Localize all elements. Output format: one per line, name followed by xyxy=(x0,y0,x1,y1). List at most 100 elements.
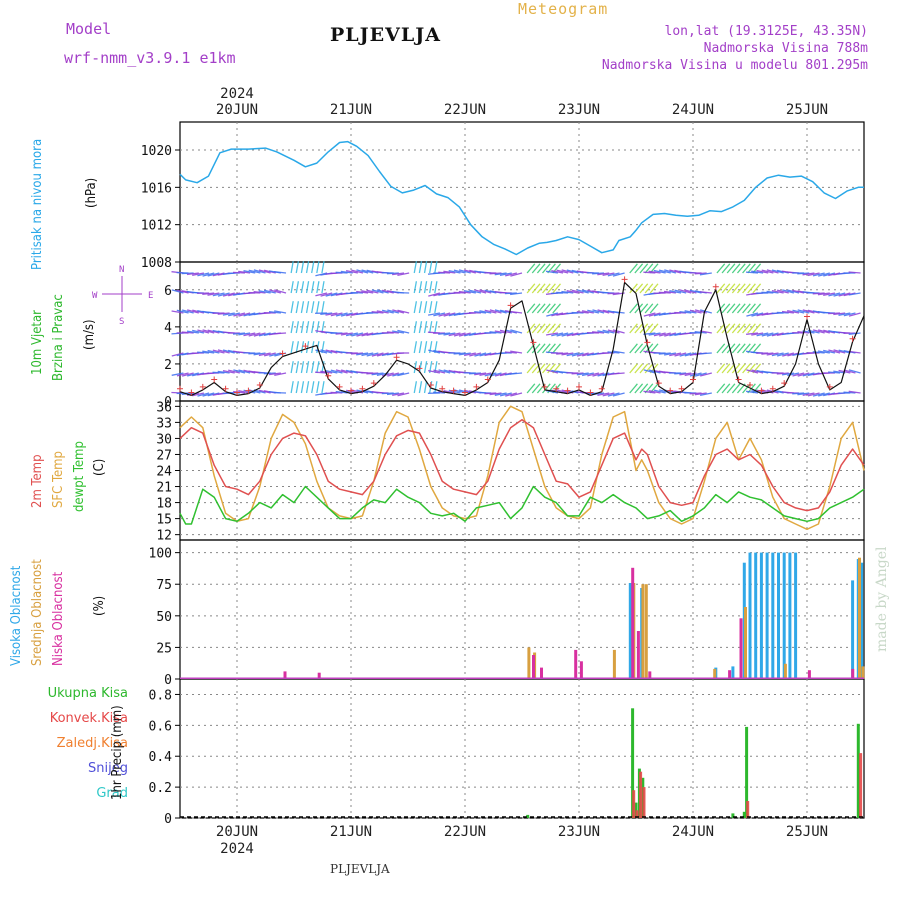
wind-arrow xyxy=(526,263,536,274)
wind-arrow xyxy=(202,292,215,296)
wind-arrow xyxy=(371,289,384,294)
temp-ytick-label: 12 xyxy=(156,529,172,544)
wind-arrow xyxy=(761,269,774,274)
wind-gust-marker xyxy=(849,335,856,342)
wind-arrow xyxy=(684,310,697,314)
wind-arrow xyxy=(479,310,492,314)
wind-arrow xyxy=(433,391,446,394)
wind-arrow xyxy=(751,270,764,274)
wind-gust-marker xyxy=(644,339,651,346)
wind-arrow xyxy=(448,269,461,274)
wind-arrow xyxy=(311,321,315,334)
wind-arrow xyxy=(356,352,369,356)
wind-arrow xyxy=(443,369,456,374)
wind-arrow xyxy=(751,312,764,317)
wind-arrow xyxy=(542,283,551,294)
wind-arrow xyxy=(376,289,389,294)
wind-arrow xyxy=(629,263,638,274)
wind-arrow xyxy=(258,352,271,357)
wind-arrow xyxy=(658,352,671,355)
wind-arrow xyxy=(644,263,654,274)
wind-arrow xyxy=(612,272,625,277)
wind-arrow xyxy=(828,292,841,297)
wind-arrow xyxy=(761,332,774,337)
temp-ytick-label: 30 xyxy=(156,432,172,447)
wind-arrow xyxy=(243,332,256,337)
wind-arrow xyxy=(556,332,569,337)
wind-arrow xyxy=(316,281,320,294)
wind-arrow xyxy=(576,310,589,314)
wind-arrow xyxy=(817,350,830,354)
wind-arrow xyxy=(197,329,210,334)
wind-arrow xyxy=(823,292,836,297)
wind-arrow xyxy=(747,303,756,314)
wind-gust-marker xyxy=(598,385,605,392)
wind-arrow xyxy=(771,269,784,274)
low-cloud-bar xyxy=(851,668,855,679)
wind-arrow xyxy=(716,323,726,334)
wind-arrow xyxy=(797,309,810,314)
wind-gust-marker xyxy=(530,339,537,346)
wind-arrow xyxy=(781,310,794,314)
wind-arrow xyxy=(238,332,251,336)
wind-arrow xyxy=(504,292,517,295)
mid-cloud-bar xyxy=(744,607,747,679)
wind-arrow xyxy=(818,272,830,277)
wind-arrow xyxy=(531,343,541,354)
wind-arrow xyxy=(427,312,441,316)
wind-arrow xyxy=(833,370,846,374)
wind-arrow xyxy=(448,332,461,337)
wind-arrow xyxy=(233,369,246,374)
wind-arrow xyxy=(397,329,410,334)
wind-arrow xyxy=(828,371,841,374)
wind-arrow xyxy=(716,343,726,354)
wind-arrow xyxy=(330,369,343,374)
wind-gust-marker xyxy=(348,387,354,394)
wind-arrow xyxy=(305,301,310,314)
wind-arrow xyxy=(197,351,210,354)
wind-arrow xyxy=(576,352,589,357)
wind-arrow xyxy=(392,372,405,377)
wind-arrow xyxy=(429,281,433,294)
wind-arrow xyxy=(776,311,789,314)
conv-precip-bar xyxy=(746,801,750,818)
wind-arrow xyxy=(423,341,428,354)
wind-arrow xyxy=(833,292,846,297)
wind-arrow xyxy=(243,270,256,274)
bottom-date-label: 25JUN xyxy=(786,824,828,840)
wind-arrow xyxy=(295,261,300,274)
wind-arrow xyxy=(716,363,726,374)
wind-arrow xyxy=(648,270,661,274)
wind-arrow xyxy=(531,303,541,314)
high-cloud-bar xyxy=(788,552,792,679)
wind-arrow xyxy=(848,350,861,354)
wind-arrow xyxy=(571,289,584,294)
wind-arrow xyxy=(669,269,682,274)
wind-arrow xyxy=(546,312,559,317)
mid-cloud-bar xyxy=(858,557,861,679)
wind-arrow xyxy=(747,323,756,334)
wind-arrow xyxy=(612,392,625,397)
wind-arrow xyxy=(551,332,564,337)
high-cloud-bar xyxy=(771,552,775,679)
cloud-ytick-label: 75 xyxy=(156,578,172,593)
wind-gust-marker xyxy=(416,365,423,372)
low-cloud-bar xyxy=(807,670,811,679)
wind-gust-marker xyxy=(507,302,514,309)
wind-arrow xyxy=(325,369,338,374)
wind-gust-marker xyxy=(484,376,491,383)
wind-arrow xyxy=(721,383,731,394)
wind-arrow xyxy=(674,289,687,294)
wind-arrow xyxy=(576,372,589,376)
wind-arrow xyxy=(597,330,610,334)
wind-arrow xyxy=(434,321,438,334)
wind-arrow xyxy=(807,272,820,277)
wind-arrow xyxy=(653,269,666,274)
wind-arrow xyxy=(505,272,518,277)
wind-arrow xyxy=(653,332,666,337)
wind-gust-marker xyxy=(769,385,776,392)
wind-arrow xyxy=(648,312,661,317)
wind-arrow xyxy=(263,289,276,294)
wind-arrow xyxy=(295,381,300,394)
wind-arrow xyxy=(340,270,353,274)
